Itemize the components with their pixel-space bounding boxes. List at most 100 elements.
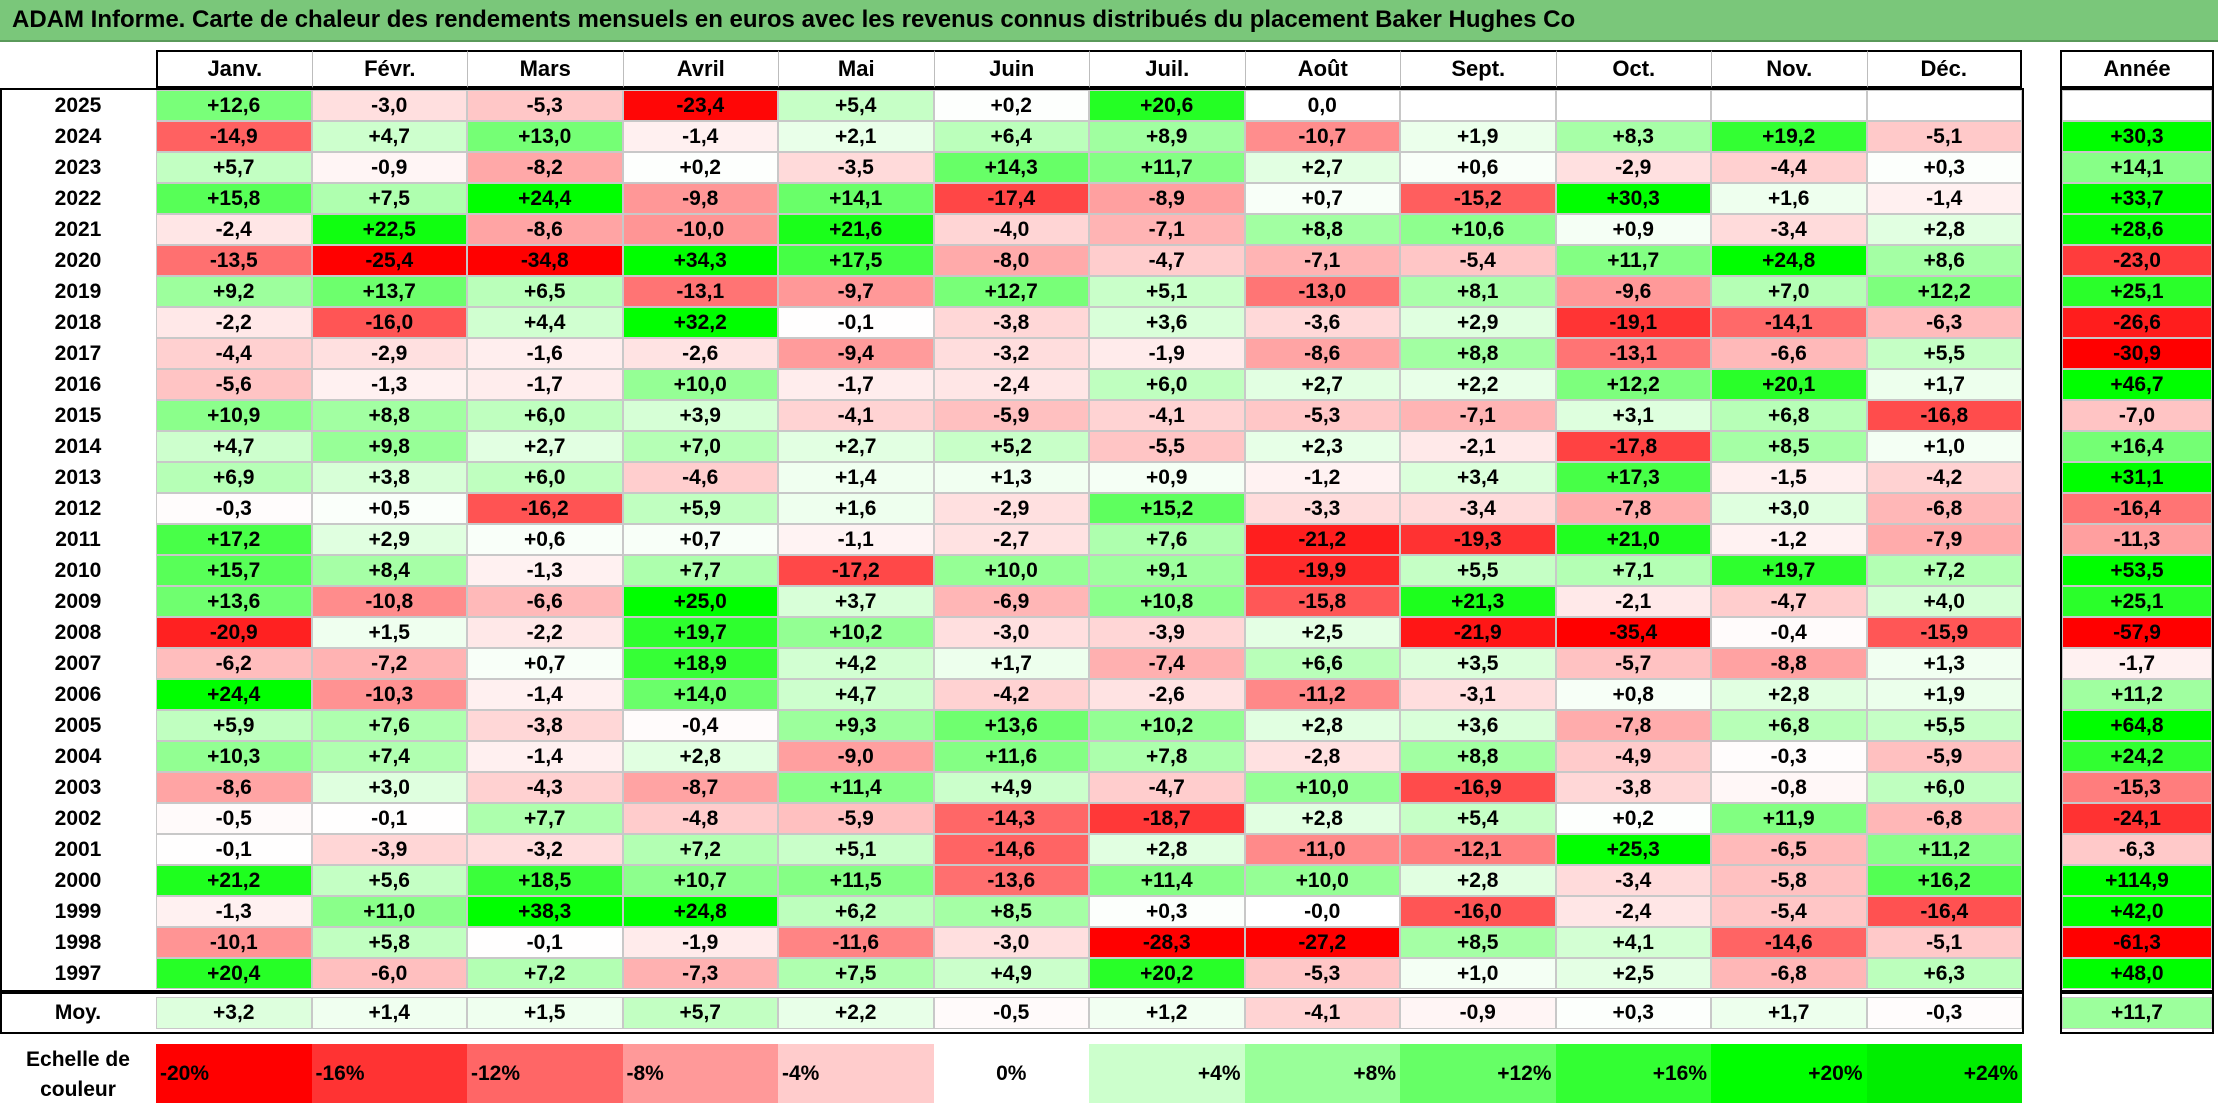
- color-scale-swatch: +8%: [1244, 1044, 1400, 1103]
- color-scale-swatch: -4%: [778, 1044, 934, 1103]
- column-header: Août: [1244, 50, 1400, 88]
- heatmap-cell: +7,7: [622, 555, 778, 586]
- annual-cell: -23,0: [2062, 245, 2212, 276]
- annual-cell: -1,7: [2062, 648, 2212, 679]
- heatmap-cell: -5,4: [1400, 245, 1556, 276]
- heatmap-cell: +21,3: [1400, 586, 1556, 617]
- heatmap-cell: +6,0: [467, 400, 623, 431]
- heatmap-cell: +5,1: [778, 834, 934, 865]
- row-year-label: 2023: [54, 155, 102, 179]
- heatmap-cell: +6,6: [1244, 648, 1400, 679]
- row-year-label: 2002: [54, 806, 102, 830]
- heatmap-cell: +17,3: [1555, 462, 1711, 493]
- heatmap-cell: +19,7: [1711, 555, 1867, 586]
- annual-cell: +25,1: [2062, 586, 2212, 617]
- annual-cell: -61,3: [2062, 927, 2212, 958]
- heatmap-cell: +3,0: [311, 772, 467, 803]
- color-scale-swatch: +24%: [1866, 1044, 2022, 1103]
- heatmap-cell: +25,0: [622, 586, 778, 617]
- heatmap-cell: -2,1: [1400, 431, 1556, 462]
- heatmap-cell: +6,2: [778, 896, 934, 927]
- annual-cell: -7,0: [2062, 400, 2212, 431]
- heatmap-cell: -8,7: [622, 772, 778, 803]
- heatmap-cell: -2,8: [1244, 741, 1400, 772]
- heatmap-cell: -0,1: [778, 307, 934, 338]
- heatmap-cell: -1,3: [311, 369, 467, 400]
- heatmap-cell: -5,8: [1711, 865, 1867, 896]
- heatmap-cell: -1,1: [778, 524, 934, 555]
- annual-cell: +53,5: [2062, 555, 2212, 586]
- heatmap-cell: -2,9: [311, 338, 467, 369]
- heatmap-cell: +24,8: [622, 896, 778, 927]
- heatmap-cell: +10,6: [1400, 214, 1556, 245]
- annual-cell: -11,3: [2062, 524, 2212, 555]
- heatmap-cell: +6,0: [467, 462, 623, 493]
- heatmap-cell: -8,6: [156, 772, 312, 803]
- heatmap-cell: +10,8: [1089, 586, 1245, 617]
- year-column-header: Année: [2060, 50, 2214, 88]
- heatmap-cell: +7,6: [311, 710, 467, 741]
- heatmap-cell: -5,4: [1711, 896, 1867, 927]
- heatmap-cell: +15,8: [156, 183, 312, 214]
- heatmap-cell: -3,9: [1089, 617, 1245, 648]
- heatmap-cell: -7,1: [1089, 214, 1245, 245]
- heatmap-cell: -1,9: [1089, 338, 1245, 369]
- heatmap-cell: +25,3: [1555, 834, 1711, 865]
- heatmap-cell: -0,1: [156, 834, 312, 865]
- annual-cell: +42,0: [2062, 896, 2212, 927]
- heatmap-cell: +1,9: [1400, 121, 1556, 152]
- heatmap-cell: -6,8: [1866, 493, 2022, 524]
- heatmap-cell: +6,8: [1711, 710, 1867, 741]
- heatmap-cell: -10,1: [156, 927, 312, 958]
- annual-cell: +25,1: [2062, 276, 2212, 307]
- heatmap-cell: +10,2: [778, 617, 934, 648]
- heatmap-cell: -0,0: [1244, 896, 1400, 927]
- row-year-label: 2009: [54, 589, 102, 613]
- column-header: Nov.: [1711, 50, 1867, 88]
- heatmap-cell: -28,3: [1089, 927, 1245, 958]
- heatmap-cell: +19,2: [1711, 121, 1867, 152]
- heatmap-cell: -20,9: [156, 617, 312, 648]
- heatmap-cell: +4,7: [156, 431, 312, 462]
- annual-cell: +28,6: [2062, 214, 2212, 245]
- heatmap-cell: -10,0: [622, 214, 778, 245]
- heatmap-cell: +24,8: [1711, 245, 1867, 276]
- heatmap-cell: -8,9: [1089, 183, 1245, 214]
- annual-cell: +14,1: [2062, 152, 2212, 183]
- heatmap-cell: -2,2: [156, 307, 312, 338]
- heatmap-cell: -21,9: [1400, 617, 1556, 648]
- heatmap-cell: -16,0: [1400, 896, 1556, 927]
- heatmap-cell: +4,2: [778, 648, 934, 679]
- heatmap-cell: -5,3: [1244, 958, 1400, 989]
- color-scale-label: Echelle de couleur: [0, 1044, 156, 1106]
- heatmap-cell: -17,2: [778, 555, 934, 586]
- heatmap-cell: -9,0: [778, 741, 934, 772]
- row-year-label: 2018: [54, 310, 102, 334]
- heatmap-cell: -4,8: [622, 803, 778, 834]
- color-scale-label-line2: couleur: [40, 1078, 116, 1101]
- heatmap-cell: +7,2: [1866, 555, 2022, 586]
- heatmap-cell: +32,2: [622, 307, 778, 338]
- heatmap-cell: +18,5: [467, 865, 623, 896]
- heatmap-cell: +3,5: [1400, 648, 1556, 679]
- heatmap-cell: -3,0: [933, 617, 1089, 648]
- heatmap-cell: -1,5: [1711, 462, 1867, 493]
- heatmap-cell: +9,3: [778, 710, 934, 741]
- heatmap-cell: -1,2: [1711, 524, 1867, 555]
- heatmap-cell: -6,6: [467, 586, 623, 617]
- heatmap-cell: +21,2: [156, 865, 312, 896]
- heatmap-cell: +0,6: [1400, 152, 1556, 183]
- heatmap-cell: +20,4: [156, 958, 312, 989]
- heatmap-cell: -1,7: [778, 369, 934, 400]
- annual-cell: +16,4: [2062, 431, 2212, 462]
- heatmap-cell: -9,7: [778, 276, 934, 307]
- average-cell: -0,3: [1866, 997, 2022, 1029]
- heatmap-cell: +10,0: [933, 555, 1089, 586]
- heatmap-cell: -4,7: [1089, 245, 1245, 276]
- heatmap-cell: +13,6: [156, 586, 312, 617]
- heatmap-cell: +5,6: [311, 865, 467, 896]
- heatmap-cell: -5,5: [1089, 431, 1245, 462]
- heatmap-cell: +14,1: [778, 183, 934, 214]
- heatmap-cell: +11,0: [311, 896, 467, 927]
- heatmap-cell: +0,9: [1089, 462, 1245, 493]
